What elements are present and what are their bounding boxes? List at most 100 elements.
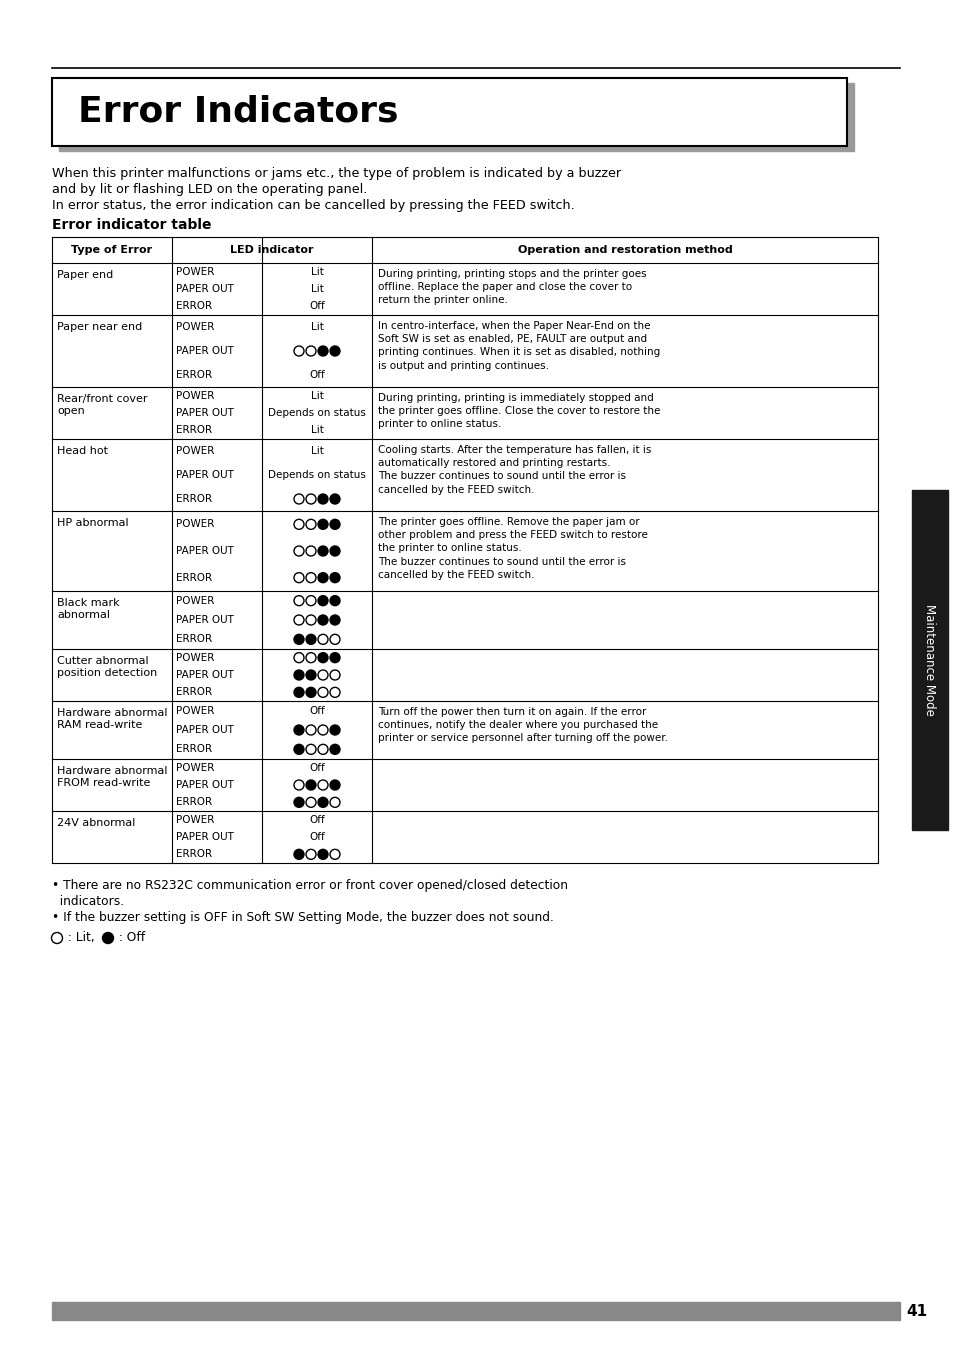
Text: and by lit or flashing LED on the operating panel.: and by lit or flashing LED on the operat… (52, 183, 367, 196)
Text: ERROR: ERROR (175, 426, 212, 435)
Text: Maintenance Mode: Maintenance Mode (923, 604, 936, 717)
Text: ERROR: ERROR (175, 745, 212, 754)
Circle shape (306, 493, 315, 504)
Text: PAPER OUT: PAPER OUT (175, 831, 233, 842)
Text: PAPER OUT: PAPER OUT (175, 671, 233, 680)
Bar (59, 82, 853, 151)
Text: In error status, the error indication can be cancelled by pressing the FEED swit: In error status, the error indication ca… (52, 199, 574, 212)
Bar (52, 1302, 899, 1320)
Circle shape (294, 634, 304, 645)
Circle shape (294, 519, 304, 530)
Circle shape (330, 546, 339, 556)
Circle shape (294, 573, 304, 583)
Circle shape (330, 780, 339, 790)
Circle shape (317, 546, 328, 556)
Text: 24V abnormal: 24V abnormal (57, 818, 135, 827)
Circle shape (317, 687, 328, 698)
Circle shape (330, 687, 339, 698)
Text: Off: Off (309, 831, 325, 842)
Text: PAPER OUT: PAPER OUT (175, 725, 233, 735)
Text: PAPER OUT: PAPER OUT (175, 284, 233, 293)
Text: LED indicator: LED indicator (230, 245, 314, 256)
Circle shape (294, 653, 304, 662)
Circle shape (294, 596, 304, 606)
Text: POWER: POWER (175, 763, 214, 772)
Circle shape (294, 745, 304, 754)
Circle shape (294, 615, 304, 625)
Text: Turn off the power then turn it on again. If the error
continues, notify the dea: Turn off the power then turn it on again… (377, 707, 667, 744)
Circle shape (330, 634, 339, 645)
Text: ERROR: ERROR (175, 687, 212, 698)
Circle shape (306, 780, 315, 790)
Circle shape (294, 346, 304, 356)
Circle shape (330, 653, 339, 662)
Circle shape (317, 780, 328, 790)
Text: Off: Off (309, 370, 325, 380)
Text: The printer goes offline. Remove the paper jam or
other problem and press the FE: The printer goes offline. Remove the pap… (377, 516, 647, 580)
Circle shape (317, 519, 328, 530)
Text: Error indicator table: Error indicator table (52, 218, 212, 233)
Text: Off: Off (309, 763, 325, 772)
Text: Off: Off (309, 301, 325, 311)
Text: Hardware abnormal
FROM read-write: Hardware abnormal FROM read-write (57, 767, 168, 788)
Text: ERROR: ERROR (175, 798, 212, 807)
Text: Cutter abnormal
position detection: Cutter abnormal position detection (57, 656, 157, 677)
Circle shape (294, 798, 304, 807)
Text: Lit: Lit (311, 322, 323, 333)
Text: PAPER OUT: PAPER OUT (175, 408, 233, 418)
Circle shape (306, 725, 315, 735)
Circle shape (306, 615, 315, 625)
Circle shape (330, 849, 339, 860)
Circle shape (317, 849, 328, 860)
Circle shape (294, 849, 304, 860)
Bar (52, 78, 846, 146)
Circle shape (306, 687, 315, 698)
Text: POWER: POWER (175, 266, 214, 277)
Text: ERROR: ERROR (175, 634, 212, 645)
Circle shape (102, 933, 113, 944)
Text: PAPER OUT: PAPER OUT (175, 346, 233, 356)
Text: Hardware abnormal
RAM read-write: Hardware abnormal RAM read-write (57, 708, 168, 730)
Circle shape (294, 671, 304, 680)
Text: Lit: Lit (311, 266, 323, 277)
Circle shape (330, 596, 339, 606)
Circle shape (317, 653, 328, 662)
Text: ERROR: ERROR (175, 493, 212, 504)
Text: Operation and restoration method: Operation and restoration method (517, 245, 732, 256)
Circle shape (330, 493, 339, 504)
Circle shape (317, 671, 328, 680)
Circle shape (317, 346, 328, 356)
Text: Lit: Lit (311, 284, 323, 293)
Text: POWER: POWER (175, 653, 214, 662)
Text: POWER: POWER (175, 391, 214, 400)
Circle shape (306, 346, 315, 356)
Text: POWER: POWER (175, 446, 214, 456)
Circle shape (330, 798, 339, 807)
Text: Error Indicators: Error Indicators (78, 95, 398, 128)
Text: POWER: POWER (175, 322, 214, 333)
Circle shape (306, 798, 315, 807)
Circle shape (330, 745, 339, 754)
Text: Lit: Lit (311, 446, 323, 456)
Text: POWER: POWER (175, 596, 214, 606)
Circle shape (317, 615, 328, 625)
Text: Cooling starts. After the temperature has fallen, it is
automatically restored a: Cooling starts. After the temperature ha… (377, 445, 651, 495)
Circle shape (306, 671, 315, 680)
Text: In centro-interface, when the Paper Near-End on the
Soft SW is set as enabled, P: In centro-interface, when the Paper Near… (377, 320, 659, 370)
Circle shape (306, 634, 315, 645)
Circle shape (330, 519, 339, 530)
Text: Depends on status: Depends on status (268, 408, 366, 418)
Text: 41: 41 (905, 1303, 926, 1318)
Text: Off: Off (309, 706, 325, 715)
Text: When this printer malfunctions or jams etc., the type of problem is indicated by: When this printer malfunctions or jams e… (52, 168, 620, 180)
Circle shape (306, 546, 315, 556)
Text: Paper near end: Paper near end (57, 322, 142, 333)
Circle shape (317, 493, 328, 504)
Text: ERROR: ERROR (175, 301, 212, 311)
Circle shape (294, 546, 304, 556)
Text: ERROR: ERROR (175, 370, 212, 380)
Text: Lit: Lit (311, 391, 323, 400)
Text: Black mark
abnormal: Black mark abnormal (57, 598, 119, 619)
Circle shape (294, 687, 304, 698)
Circle shape (306, 596, 315, 606)
